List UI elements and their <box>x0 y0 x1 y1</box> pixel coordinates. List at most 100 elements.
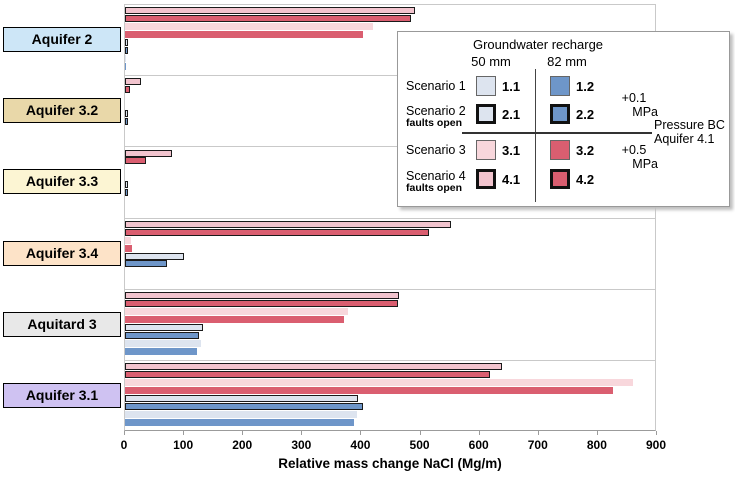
bar-2.1 <box>125 110 128 118</box>
pressure-annotation-low: +0.1 MPa <box>610 91 658 119</box>
x-axis-tick <box>301 431 303 435</box>
x-axis-title: Relative mass change NaCl (Mg/m) <box>278 456 502 471</box>
x-axis-tick-label: 0 <box>120 438 128 452</box>
bar-1.2 <box>125 418 355 426</box>
bar-4.1 <box>125 78 141 86</box>
legend-value-1.1: 1.1 <box>502 79 521 94</box>
bar-2.1 <box>125 181 128 189</box>
bar-2.1 <box>125 394 359 402</box>
bar-4.2 <box>125 15 412 23</box>
x-axis-tick <box>596 431 598 435</box>
legend-swatch-2.2 <box>550 104 570 124</box>
legend-column-header-82mm: 82 mm <box>547 54 587 69</box>
legend-swatch-1.2 <box>550 76 570 96</box>
bar-1.2 <box>125 62 127 70</box>
legend-swatch-4.1 <box>476 169 496 189</box>
legend-row-label: Scenario 2 faults open <box>406 104 476 128</box>
pressure-bc-line2: Aquifer 4.1 <box>654 132 715 146</box>
bar-1.2 <box>125 347 197 355</box>
bar-3.1 <box>125 236 131 244</box>
legend-value-3.1: 3.1 <box>502 143 521 158</box>
group-separator-line <box>124 146 656 148</box>
bar-1.1 <box>125 54 126 62</box>
bar-2.2 <box>125 189 128 197</box>
x-axis-tick <box>242 431 244 435</box>
category-label-aquifer-3.2: Aquifer 3.2 <box>3 98 121 124</box>
pressure-bc-label: Pressure BC Aquifer 4.1 <box>654 118 730 146</box>
x-axis-tick <box>360 431 362 435</box>
bar-4.2 <box>125 228 430 236</box>
bar-2.1 <box>125 39 128 46</box>
bar-3.2 <box>125 386 613 394</box>
group-separator-line <box>124 217 656 219</box>
legend-row-label: Scenario 1 <box>406 79 466 93</box>
bar-4.2 <box>125 86 131 94</box>
legend-swatch-3.2 <box>550 140 570 160</box>
category-label-aquifer-3.3: Aquifer 3.3 <box>3 169 121 195</box>
pressure-value-high: +0.5 <box>621 143 647 157</box>
x-axis-tick-label: 900 <box>645 438 667 452</box>
bar-4.1 <box>125 220 451 228</box>
bar-3.2 <box>125 315 345 323</box>
x-axis-tick <box>183 431 185 435</box>
group-separator-line <box>124 359 656 361</box>
bar-4.2 <box>125 370 490 378</box>
x-axis-tick-label: 600 <box>468 438 489 452</box>
legend-row-label: Scenario 3 <box>406 143 466 157</box>
legend-swatch-2.1 <box>476 104 496 124</box>
bar-2.2 <box>125 46 128 54</box>
bar-3.1 <box>125 378 633 386</box>
x-axis-tick <box>478 431 480 435</box>
legend-value-2.1: 2.1 <box>502 107 521 122</box>
legend-pressure-divider <box>462 132 652 134</box>
legend-value-4.2: 4.2 <box>576 172 595 187</box>
bar-2.2 <box>125 118 128 126</box>
category-label-aquifer-2: Aquifer 2 <box>3 27 121 53</box>
pressure-value-low: +0.1 <box>621 91 647 105</box>
x-axis-tick <box>537 431 539 435</box>
bar-4.1 <box>125 149 173 157</box>
bar-1.1 <box>125 410 358 418</box>
group-separator-line <box>124 75 656 77</box>
bar-4.1 <box>125 291 399 299</box>
legend-row-sublabel: faults open <box>406 117 463 129</box>
pressure-annotation-high: +0.5 MPa <box>610 143 658 171</box>
legend-column-header-50mm: 50 mm <box>471 54 511 69</box>
legend-row-scenario-4: Scenario 4 faults open 4.1 4.2 <box>398 169 658 195</box>
bar-2.1 <box>125 252 184 260</box>
x-axis-tick <box>656 431 657 435</box>
legend-title: Groundwater recharge <box>472 37 604 52</box>
bar-2.2 <box>125 260 167 268</box>
bar-2.2 <box>125 331 199 339</box>
pressure-unit-high: MPa <box>632 157 658 171</box>
legend: Groundwater recharge 50 mm 82 mm Scenari… <box>397 31 730 207</box>
category-label-aquifer-3.1: Aquifer 3.1 <box>3 382 121 408</box>
bar-3.2 <box>125 31 364 39</box>
legend-value-1.2: 1.2 <box>576 79 595 94</box>
legend-value-4.1: 4.1 <box>502 172 521 187</box>
bar-1.1 <box>125 339 201 347</box>
legend-row-scenario-2: Scenario 2 faults open 2.1 2.2 <box>398 104 658 130</box>
x-axis-tick-label: 200 <box>232 438 253 452</box>
x-axis-tick-label: 400 <box>350 438 371 452</box>
x-axis-tick <box>124 431 125 435</box>
legend-swatch-1.1 <box>476 76 496 96</box>
bar-4.2 <box>125 157 147 165</box>
bar-2.1 <box>125 323 204 331</box>
bar-3.2 <box>125 244 132 252</box>
legend-swatch-3.1 <box>476 140 496 160</box>
bar-4.2 <box>125 299 398 307</box>
group-separator-line <box>124 288 656 290</box>
x-axis-tick-label: 100 <box>173 438 194 452</box>
x-axis-tick-label: 500 <box>409 438 430 452</box>
legend-row-scenario-3: Scenario 3 3.1 3.2 <box>398 140 658 166</box>
bar-4.1 <box>125 363 502 371</box>
pressure-bc-line1: Pressure BC <box>654 118 725 132</box>
category-label-aquifer-3.4: Aquifer 3.4 <box>3 240 121 266</box>
legend-value-3.2: 3.2 <box>576 143 595 158</box>
legend-column-divider <box>535 69 536 202</box>
x-axis-tick <box>419 431 421 435</box>
legend-value-2.2: 2.2 <box>576 107 595 122</box>
legend-swatch-4.2 <box>550 169 570 189</box>
